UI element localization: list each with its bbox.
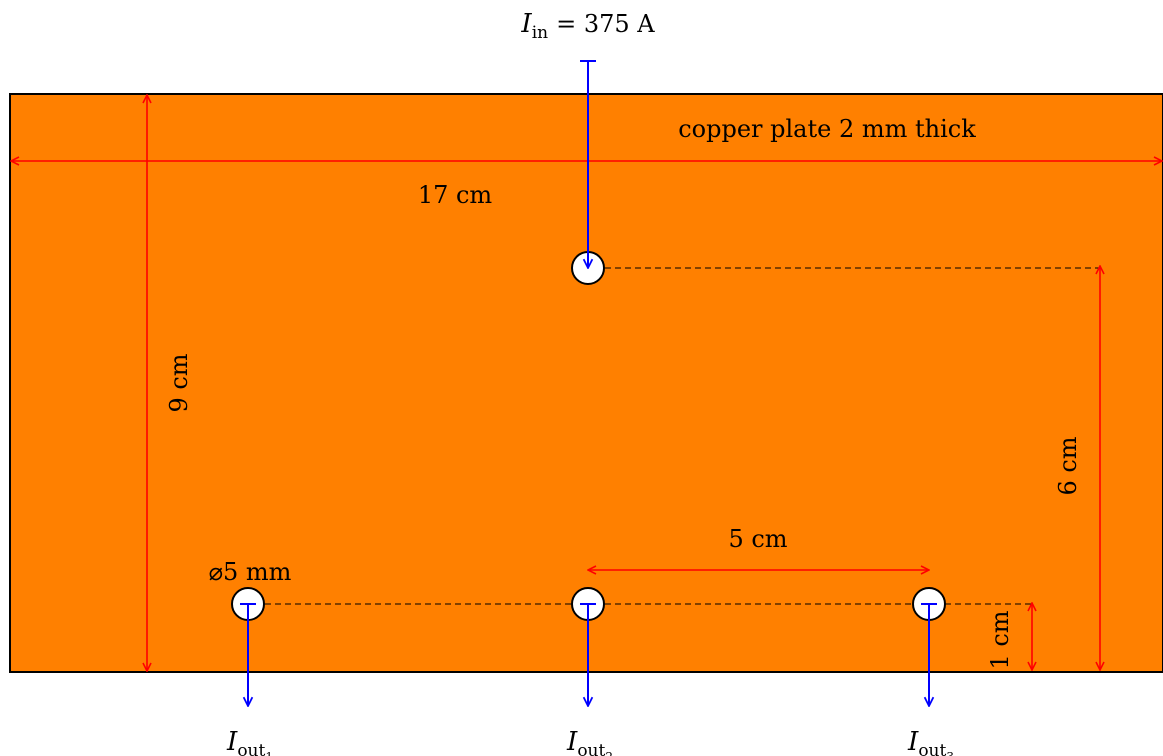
width-dimension-label: 17 cm xyxy=(418,181,493,209)
output-current-label-1: Iout1 xyxy=(226,727,273,756)
output-offset-dimension-label: 1 cm xyxy=(986,610,1014,669)
input-current-label: Iin = 375 A xyxy=(520,9,655,43)
hole-diameter-label: ⌀5 mm xyxy=(209,558,292,586)
input-offset-dimension-label: 6 cm xyxy=(1054,436,1082,495)
plate-label: copper plate 2 mm thick xyxy=(678,115,976,143)
output-current-label-2: Iout2 xyxy=(566,727,613,756)
height-dimension-label: 9 cm xyxy=(165,353,193,412)
copper-plate xyxy=(9,93,1163,673)
hole-spacing-dimension-label: 5 cm xyxy=(728,525,787,553)
output-current-label-3: Iout3 xyxy=(907,727,954,756)
